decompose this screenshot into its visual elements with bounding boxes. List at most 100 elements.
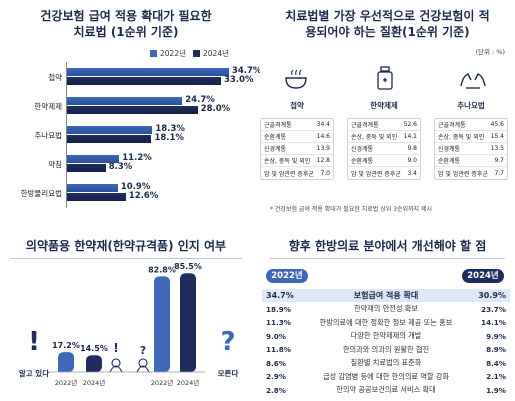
value-2024: 2.1% <box>486 372 506 381</box>
table-hanyak: 근골격계통 52.6 손상, 중독 및 외인 14.1 신경계통 9.8 순환계통 9.… <box>347 118 421 180</box>
panel4-title: 향후 한방의료 분야에서 개선해야 할 점 <box>288 239 487 253</box>
awareness-panel: 의약품용 한약재(한약규격품) 인지 여부 17.2% 14.5% 82.8% 85.… <box>0 230 252 401</box>
bar-2024 <box>67 106 198 114</box>
row-value: 9.0 <box>407 157 417 164</box>
value-2022: 34.7% <box>266 291 294 300</box>
group-name-hanyak: 한약제제 <box>370 101 398 110</box>
group-name-chub: 첩약 <box>290 101 304 110</box>
legend-swatch-2024 <box>193 50 200 57</box>
table-row: 근골격계통 52.6 <box>348 119 420 131</box>
bar-2022 <box>67 126 153 134</box>
table-row: 근골격계통 45.6 <box>435 119 507 131</box>
row-label: 신경계통 <box>351 146 374 153</box>
person-body-icon <box>109 365 123 373</box>
value-2022: 18.9% <box>266 304 291 314</box>
list-item: 8.6% 질환별 치료법의 표준화 8.4% <box>262 357 510 370</box>
bar-dontknow-2024 <box>180 273 196 372</box>
small-exclamation-icon: ! <box>113 341 118 355</box>
value-label-know-2024: 14.5% <box>80 344 108 353</box>
value-label-dontknow-2024: 85.5% <box>174 262 202 271</box>
value-label-dontknow-2022: 82.8% <box>148 265 176 274</box>
table-row: 손상, 중독 및 외인 12.8 <box>261 155 333 167</box>
bar-value-label: 12.6% <box>128 191 159 201</box>
value-2024: 8.4% <box>486 358 506 368</box>
bar-2024 <box>67 193 126 201</box>
row-label: 손상, 중독 및 외인 <box>438 134 485 141</box>
improvement-label: 질환별 치료법의 표준화 <box>350 358 422 367</box>
row-value: 12.8 <box>316 157 330 164</box>
question-icon: ? <box>220 327 235 357</box>
table-chub: 근골격계통 34.4 순환계통 14.6 신경계통 13.9 손상, 중독 및 외인 1… <box>260 118 334 180</box>
exclamation-icon: ! <box>28 327 40 357</box>
row-value: 14.6 <box>316 133 330 140</box>
x-label-left-2022: 2022년 <box>55 378 78 387</box>
value-label-know-2022: 17.2% <box>52 341 80 350</box>
improvement-label: 보험급여 적용 확대 <box>353 291 419 300</box>
bar-value-label: 18.3% <box>155 124 185 134</box>
improvement-label: 한약재의 안전성 확보 <box>353 304 419 313</box>
row-label: 신경계통 <box>264 146 287 153</box>
bar-category-label: 첩약 <box>48 73 62 82</box>
list-item: 34.7% 보험급여 적용 확대 30.9% <box>262 289 510 302</box>
x-label-left-2024: 2024년 <box>83 378 106 387</box>
value-2024: 23.7% <box>481 304 506 314</box>
list-item: 2.9% 급성 감염병 등에 대한 한의의료 역할 강화 2.1% <box>262 370 510 383</box>
bar-dontknow-2022 <box>154 276 170 372</box>
row-label: 신경계통 <box>438 146 461 153</box>
list-item: 18.9% 한약재의 안전성 확보 23.7% <box>262 303 510 316</box>
row-value: 34.4 <box>316 121 330 128</box>
person-head-icon <box>138 358 148 368</box>
row-value: 13.5 <box>490 145 504 152</box>
bar-2022 <box>67 68 229 76</box>
row-label: 근골격계통 <box>351 122 379 129</box>
value-2024: 9.9% <box>486 331 506 341</box>
legend-swatch-2022 <box>150 50 157 57</box>
legend-label-2022: 2022년 <box>160 49 186 58</box>
row-label: 암 및 암관련 증후군 <box>438 170 488 178</box>
medicine-bottle-icon <box>377 66 393 90</box>
panel2-unit: (단위 : %) <box>475 48 505 56</box>
table-row: 암 및 암관련 증후군 7.0 <box>261 167 333 179</box>
bar-value-label: 28.0% <box>200 104 231 114</box>
value-2022: 9.0% <box>266 331 286 341</box>
bar-know-2024 <box>86 355 102 372</box>
panel1-legend: 2022년 2024년 <box>150 48 229 59</box>
bar-2022 <box>67 184 118 192</box>
row-value: 3.4 <box>407 169 417 177</box>
table-row: 순환계통 9.0 <box>348 155 420 167</box>
row-value: 9.7 <box>494 157 504 164</box>
value-2024: 8.9% <box>486 345 506 354</box>
table-row: 손상, 중독 및 외인 14.1 <box>348 131 420 143</box>
bar-value-label: 8.3% <box>108 162 133 172</box>
bar-category-label: 한약제제 <box>34 102 62 111</box>
bar-know-2022 <box>58 352 74 372</box>
row-label: 근골격계통 <box>438 122 466 129</box>
value-2024: 1.9% <box>486 385 506 395</box>
row-label: 암 및 암관련 증후군 <box>351 170 401 178</box>
panel4-divider <box>270 258 505 259</box>
row-value: 45.6 <box>490 121 504 128</box>
category-dontknow: 모른다 <box>218 368 239 378</box>
table-chuna: 근골격계통 45.6 손상, 중독 및 외인 15.4 신경계통 13.5 순환계통 9… <box>434 118 508 180</box>
improvement-label: 한의약 공공보건의료 서비스 확대 <box>336 385 436 394</box>
value-2022: 2.8% <box>266 385 286 395</box>
table-row: 손상, 중독 및 외인 15.4 <box>435 131 507 143</box>
list-item: 11.3% 한방의료에 대한 정확한 정보 제공 또는 홍보 14.1% <box>262 316 510 329</box>
bar-category-label: 추나요법 <box>34 131 62 140</box>
panel2-title: 치료법별 가장 우선적으로 건강보험이 적용되어야 하는 질환(1순위 기준) <box>285 9 490 39</box>
list-item: 11.8% 한의과와 의과의 원활한 협진 8.9% <box>262 343 510 356</box>
bar-2024 <box>67 135 152 143</box>
bar-2022 <box>67 155 120 163</box>
bar-value-label: 33.0% <box>224 75 254 85</box>
row-value: 9.8 <box>407 145 417 152</box>
panel3-divider <box>10 258 242 259</box>
person-head-icon <box>111 358 121 368</box>
improvement-panel: 향후 한방의료 분야에서 개선해야 할 점 <box>260 230 515 401</box>
row-label: 순환계통 <box>264 134 287 141</box>
bar-2024 <box>67 164 106 172</box>
bar-category-label: 한방물리요법 <box>20 189 62 198</box>
panel1-axis-line <box>66 62 67 208</box>
row-value: 14.1 <box>403 133 417 140</box>
value-2024: 30.9% <box>478 291 506 300</box>
